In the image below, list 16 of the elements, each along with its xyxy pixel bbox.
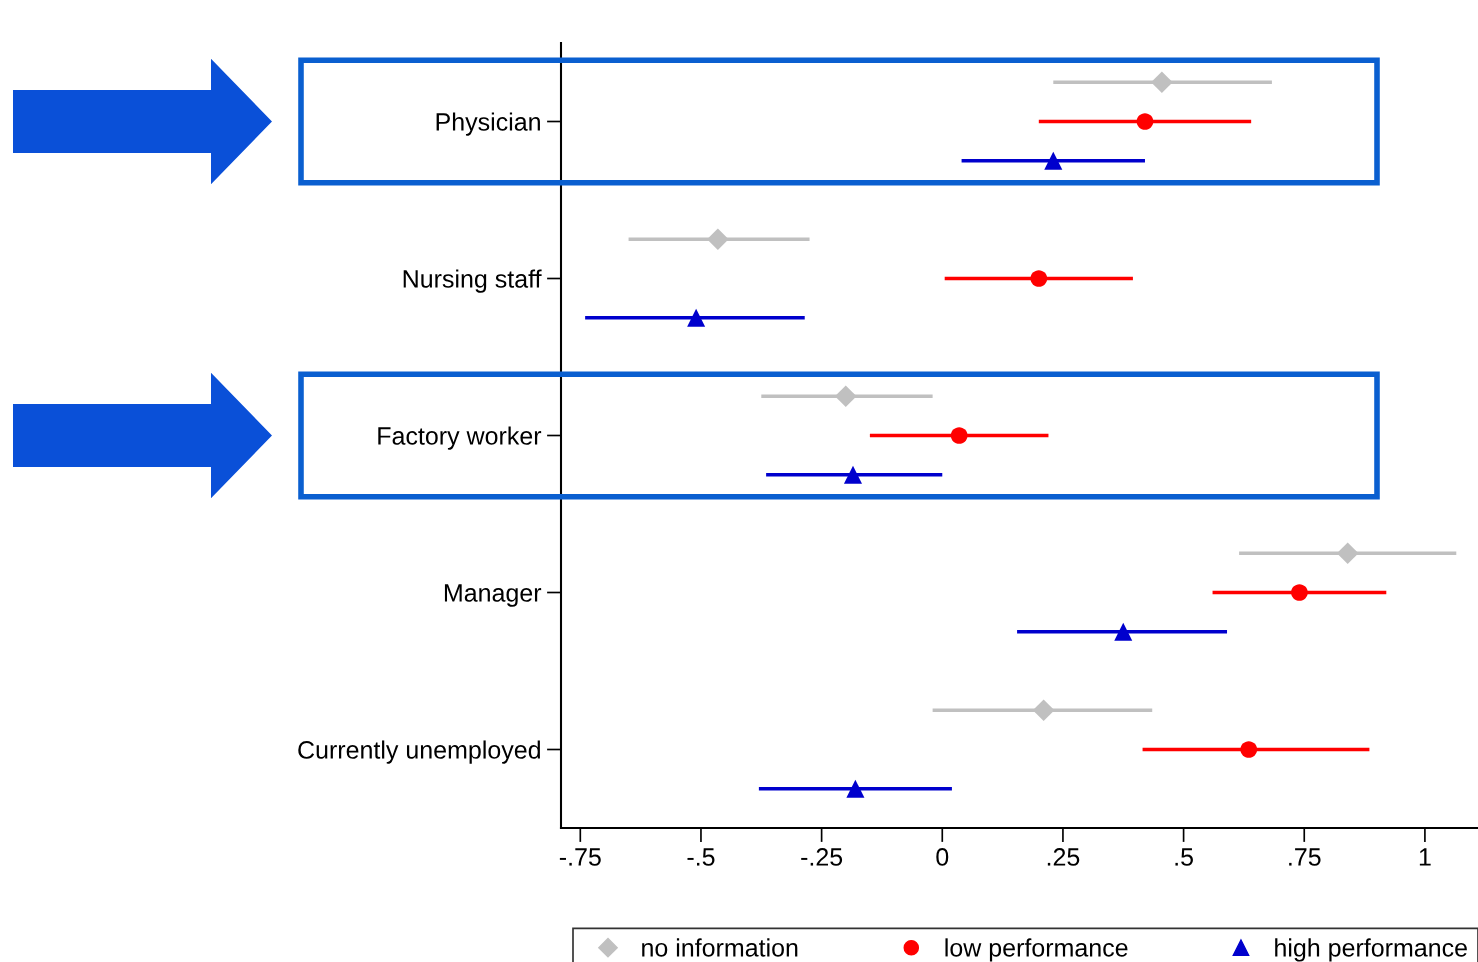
x-tick-label: .75 [1289,848,1321,866]
y-tick-label: Currently unemployed [298,740,540,764]
x-tick-label: -.5 [687,848,715,866]
x-tick-label: .25 [1047,848,1080,866]
x-tick-label: -.75 [559,848,601,866]
y-tick-label: Factory worker [378,426,542,450]
y-tick-label: Nursing staff [403,269,542,293]
x-tick-label: .5 [1175,848,1193,866]
legend-label: low performance [945,938,1128,962]
legend-label: high performance [1275,938,1467,962]
x-tick-label: -.25 [801,848,843,866]
x-tick-label: 1 [1419,848,1431,866]
y-tick-label: Physician [436,112,540,136]
y-tick-label: Manager [444,584,542,607]
x-tick-label: 0 [936,848,949,866]
legend-label: no information [642,938,798,957]
